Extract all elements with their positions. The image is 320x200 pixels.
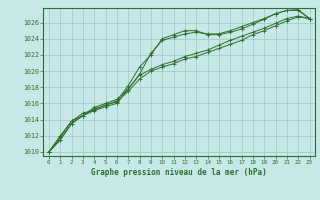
X-axis label: Graphe pression niveau de la mer (hPa): Graphe pression niveau de la mer (hPa) [91, 168, 267, 177]
